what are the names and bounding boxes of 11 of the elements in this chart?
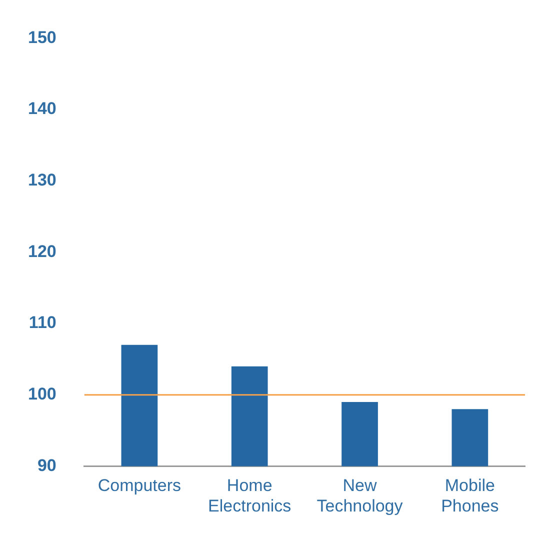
- y-tick-label: 110: [28, 313, 56, 332]
- x-tick-label: Computers: [98, 476, 182, 496]
- y-tick-label: 100: [28, 384, 56, 404]
- y-tick-label: 120: [28, 242, 56, 261]
- y-tick-label: 90: [37, 456, 56, 475]
- x-tick-label: New Technology: [316, 476, 404, 516]
- y-tick-label: 140: [28, 99, 56, 118]
- x-tick-label: Mobile Phones: [441, 476, 499, 516]
- y-tick-label: 130: [28, 170, 56, 190]
- x-tick-label: Home Electronics: [208, 476, 292, 516]
- y-tick-label: 150: [28, 28, 56, 47]
